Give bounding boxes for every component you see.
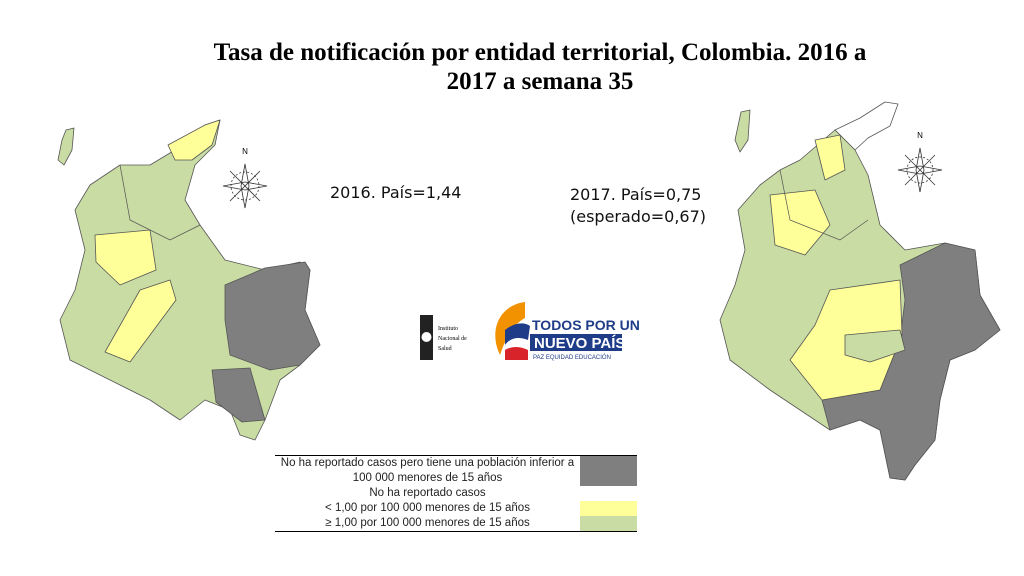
legend: No ha reportado casos pero tiene una pob…: [275, 455, 637, 532]
title: Tasa de notificación por entidad territo…: [213, 39, 867, 95]
logo-ins: Instituto Nacional de Salud: [420, 315, 467, 360]
compass-right: [897, 147, 943, 193]
legend-swatch: [580, 501, 637, 516]
logo-text: Instituto: [438, 326, 458, 332]
legend-swatch: [580, 456, 637, 486]
logo-text: TODOS POR UN: [532, 317, 640, 333]
legend-row: No ha reportado casos pero tiene una pob…: [275, 456, 637, 486]
legend-label: < 1,00 por 100 000 menores de 15 años: [325, 502, 530, 514]
legend-swatch: [580, 486, 637, 501]
map-note: (esperado=0,67): [570, 207, 707, 226]
legend-row: < 1,00 por 100 000 menores de 15 años: [275, 501, 637, 516]
legend-row: ≥ 1,00 por 100 000 menores de 15 años: [275, 516, 637, 531]
legend-swatch: [580, 516, 637, 531]
legend-label: No ha reportado casos: [369, 487, 486, 499]
logo-text: Salud: [438, 346, 452, 352]
logo-text: Nacional de: [438, 336, 467, 342]
compass-left: [222, 163, 268, 209]
map-2016: [57, 119, 321, 441]
compass-label: N: [242, 147, 248, 156]
legend-row: No ha reportado casos: [275, 486, 637, 501]
logo-text: PAZ EQUIDAD EDUCACIÓN: [533, 354, 611, 361]
map-label: 2017. País=0,75: [570, 185, 702, 204]
map-label: 2016. País=1,44: [330, 183, 462, 202]
compass-label: N: [917, 131, 923, 140]
legend-label: No ha reportado casos pero tiene una pob…: [280, 457, 575, 484]
map-2017: [719, 101, 1001, 481]
legend-label: ≥ 1,00 por 100 000 menores de 15 años: [325, 517, 530, 529]
logo-gov: TODOS POR UN NUEVO PAÍS PAZ EQUIDAD EDUC…: [495, 302, 640, 361]
logo-text: NUEVO PAÍS: [534, 335, 625, 352]
